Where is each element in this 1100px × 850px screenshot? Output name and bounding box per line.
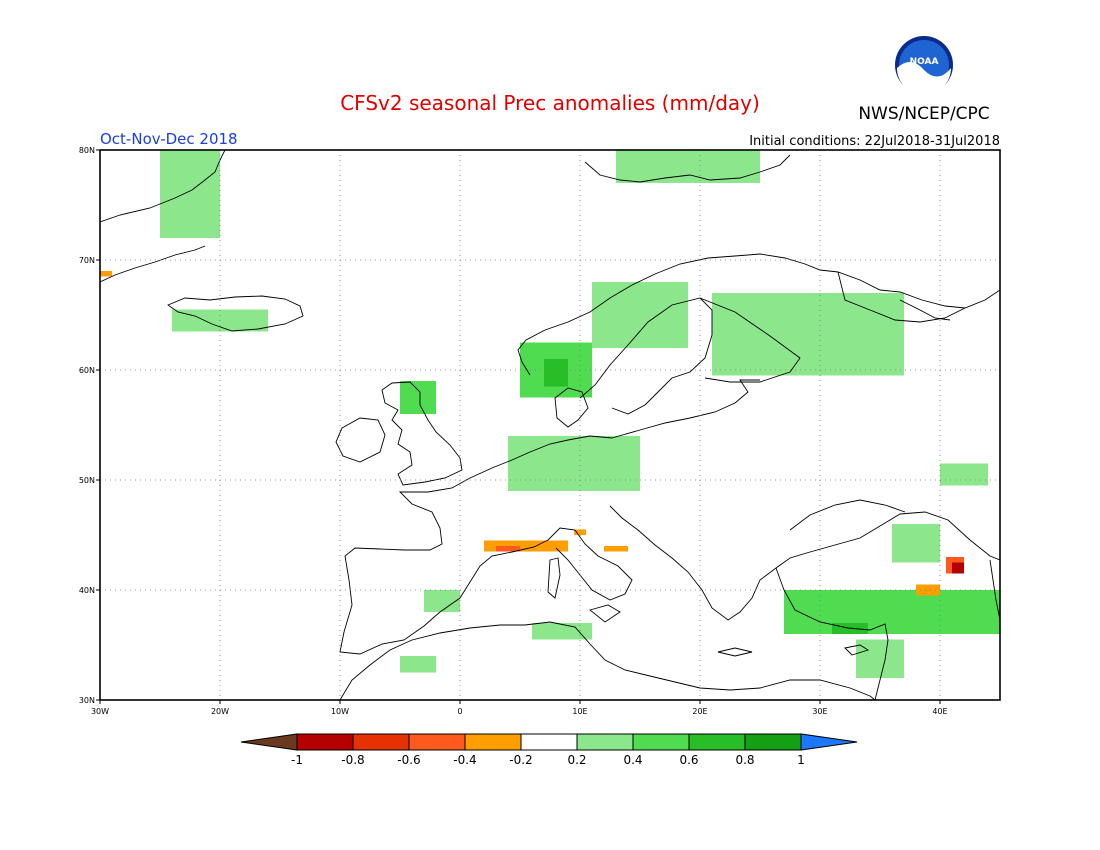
lon-label-20E: 20E <box>692 707 707 716</box>
colorbar-box-2 <box>408 733 466 751</box>
colorbar-box-6 <box>632 733 690 751</box>
anomaly-cell-1 <box>100 271 112 277</box>
anomaly-cell-9 <box>508 436 640 491</box>
graticule <box>100 150 1000 700</box>
baltic-coast <box>611 379 760 439</box>
map-frame <box>99 149 1001 701</box>
anomaly-cell-10 <box>484 540 568 552</box>
colorbar-tick-label: 1 <box>797 753 805 767</box>
caspian-coast <box>989 559 1000 621</box>
colorbar-tick-label: -0.2 <box>509 753 532 767</box>
anomaly-layer <box>100 150 1000 678</box>
colorbar-tick-label: -0.6 <box>397 753 420 767</box>
anomaly-cell-14 <box>424 590 460 612</box>
anatolia-coast <box>775 567 889 700</box>
colorbar-tick-label: 0.4 <box>623 753 642 767</box>
anomaly-cell-12 <box>604 546 628 552</box>
colorbar-tick-label: 0.8 <box>735 753 754 767</box>
map-area: 80N 70N 60N 50N 40N 30N 30W 20W 10W 0 10E 20E 30E 40… <box>79 146 1001 716</box>
anomaly-cell-23 <box>940 463 988 486</box>
sardinia-corsica <box>547 557 561 599</box>
anomaly-cell-15 <box>400 656 436 673</box>
anomaly-cell-17 <box>784 590 1000 634</box>
cyprus-coast <box>844 644 870 656</box>
logo-text: NOAA <box>910 57 939 67</box>
anomaly-cell-3 <box>400 381 436 414</box>
latitude-labels: 80N 70N 60N 50N 40N 30N <box>79 146 100 705</box>
colorbar: -1 -0.8 -0.6 -0.4 -0.2 0.2 0.4 0.6 0.8 1 <box>240 733 858 767</box>
anomaly-cell-0 <box>160 150 220 238</box>
anomaly-cell-16 <box>532 623 592 640</box>
anomaly-cell-21 <box>952 562 964 574</box>
longitude-labels: 30W 20W 10W 0 10E 20E 30E 40E <box>91 700 948 716</box>
lat-label-70N: 70N <box>79 256 95 265</box>
lon-label-40E: 40E <box>932 707 947 716</box>
forecast-period: Oct-Nov-Dec 2018 <box>100 130 238 148</box>
finland-coast <box>699 297 801 383</box>
lat-label-30N: 30N <box>79 696 95 705</box>
greenland-coast-south <box>100 245 206 283</box>
lat-label-50N: 50N <box>79 476 95 485</box>
colorbar-box-0 <box>296 733 354 751</box>
colorbar-tick-label: -1 <box>291 753 303 767</box>
colorbar-box-3 <box>464 733 522 751</box>
anomaly-cell-5 <box>544 359 568 387</box>
lon-label-10E: 10E <box>572 707 587 716</box>
colorbar-box-5 <box>576 733 634 751</box>
noaa-logo-icon: NOAA <box>895 36 953 95</box>
colorbar-box-4 <box>520 733 578 751</box>
greenland-coast <box>100 150 226 223</box>
adriatic-balkan-coast <box>609 505 1000 621</box>
western-europe-coast <box>339 435 633 655</box>
colorbar-box-7 <box>688 733 746 751</box>
iceland-coast <box>167 295 304 332</box>
lat-label-60N: 60N <box>79 366 95 375</box>
anomaly-cell-11 <box>496 546 520 552</box>
colorbar-tick-label: 0.6 <box>679 753 698 767</box>
colorbar-arrow-low <box>240 733 298 751</box>
colorbar-box-1 <box>352 733 410 751</box>
anomaly-cell-13 <box>574 529 586 535</box>
anomaly-cell-24 <box>856 639 904 678</box>
colorbar-tick-label: -0.4 <box>453 753 476 767</box>
colorbar-tick-label: 0.2 <box>567 753 586 767</box>
colorbar-tick-label: -0.8 <box>341 753 364 767</box>
denmark-coast <box>554 387 589 428</box>
initial-conditions: Initial conditions: 22Jul2018-31Jul2018 <box>749 134 1000 149</box>
lon-label-20W: 20W <box>211 707 229 716</box>
lon-label-10W: 10W <box>331 707 349 716</box>
agency-label: NWS/NCEP/CPC <box>858 104 989 124</box>
lon-label-30E: 30E <box>812 707 827 716</box>
lon-label-30W: 30W <box>91 707 109 716</box>
coastlines <box>100 150 1000 700</box>
scandinavia-coast <box>517 253 1000 376</box>
sicily-coast <box>589 604 621 623</box>
colorbar-box-8 <box>744 733 802 751</box>
anomaly-cell-19 <box>916 584 940 596</box>
crete-coast <box>717 647 753 657</box>
svalbard-coast <box>584 154 791 183</box>
bothnia-coast <box>579 297 713 415</box>
lon-label-0: 0 <box>457 707 462 716</box>
anomaly-cell-6 <box>592 282 688 348</box>
anomaly-cell-8 <box>616 150 760 183</box>
ireland-coast <box>335 417 386 463</box>
north-africa-coast <box>339 621 876 700</box>
colorbar-arrow-high <box>800 733 858 751</box>
kola-white-sea <box>837 271 966 323</box>
novaya-zemlya-coast <box>899 299 951 321</box>
anomaly-cell-7 <box>712 293 904 376</box>
chart-title: CFSv2 seasonal Prec anomalies (mm/day) <box>340 91 760 115</box>
black-sea-north <box>789 499 906 531</box>
anomaly-cell-22 <box>892 524 940 563</box>
lat-label-40N: 40N <box>79 586 95 595</box>
lat-label-80N: 80N <box>79 146 95 155</box>
